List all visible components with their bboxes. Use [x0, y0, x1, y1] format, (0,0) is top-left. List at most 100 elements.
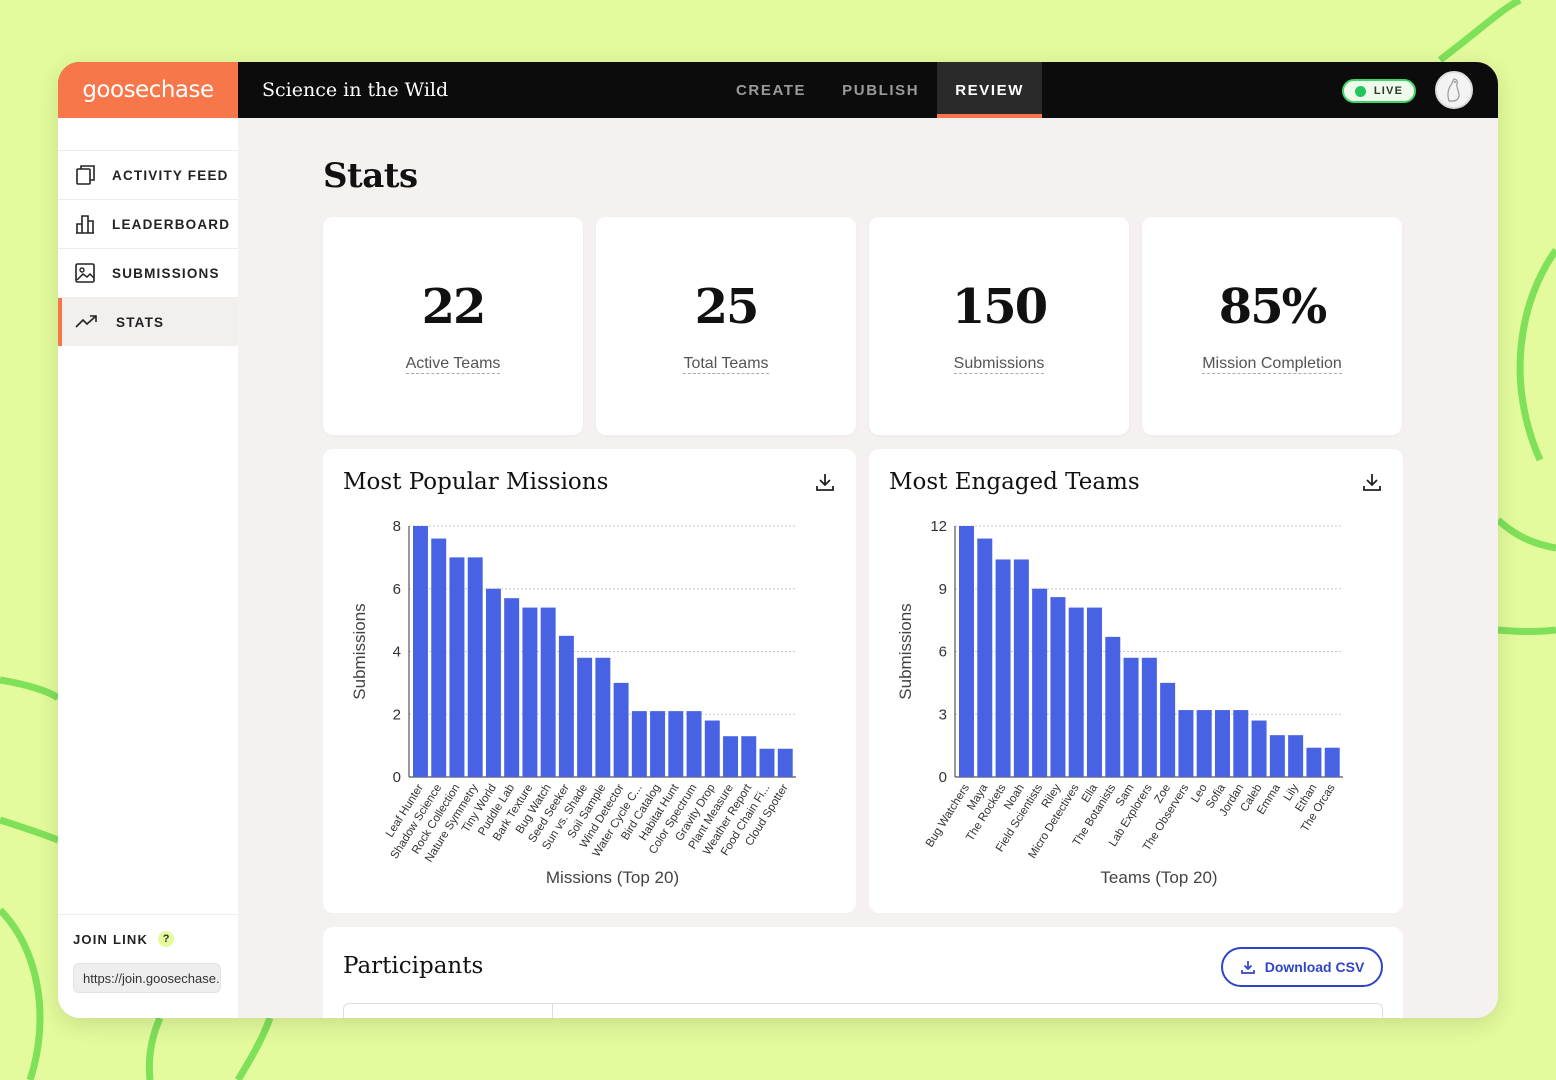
chart-card-missions: 0 2 4 6 8 Leaf Hunter Shadow Science Rock Colle… [323, 449, 856, 913]
bar [650, 711, 666, 777]
stat-card-submissions: 150 Submissions [869, 217, 1129, 435]
y-tick-label: 6 [393, 581, 401, 598]
download-icon[interactable] [1361, 471, 1383, 493]
activity-feed-icon [76, 165, 95, 185]
bar [723, 736, 739, 777]
join-link-section: JOIN LINK ? https://join.goosechase.com [58, 914, 238, 1009]
stat-label-wrap: Active Teams [323, 355, 583, 374]
chart-title: Most Engaged Teams [889, 469, 1140, 495]
bar [1032, 588, 1048, 777]
download-icon [1240, 961, 1255, 974]
bar [686, 711, 702, 777]
sidebar-item-label: STATS [116, 314, 165, 330]
bar [1050, 597, 1066, 777]
x-axis-label: Missions (Top 20) [546, 868, 679, 887]
leaderboard-icon [76, 215, 94, 234]
bar [577, 657, 593, 777]
participants-table [343, 1003, 1383, 1018]
y-axis-label: Submissions [350, 603, 369, 699]
bar [1160, 682, 1176, 777]
y-tick-label: 4 [393, 644, 401, 661]
stat-label[interactable]: Active Teams [405, 355, 501, 374]
bar [595, 657, 611, 777]
stat-value: 150 [951, 279, 1048, 335]
bar [431, 538, 447, 777]
stat-label[interactable]: Total Teams [683, 355, 769, 374]
bar [1178, 710, 1194, 777]
logo[interactable]: goosechase [58, 62, 238, 118]
image-icon [75, 263, 95, 283]
join-link-title: JOIN LINK [73, 931, 149, 947]
download-csv-button[interactable]: Download CSV [1221, 947, 1383, 987]
stat-label-wrap: Mission Completion [1142, 355, 1402, 374]
sidebar-item-label: LEADERBOARD [112, 216, 231, 232]
bar [522, 607, 538, 777]
y-tick-label: 0 [393, 769, 401, 786]
goose-avatar-icon [1447, 78, 1460, 102]
bar [777, 748, 793, 777]
x-tick-label: Bug Watchers [924, 782, 972, 849]
bar [668, 711, 684, 777]
bar [759, 748, 775, 777]
bar [1269, 735, 1285, 777]
live-label: LIVE [1373, 85, 1404, 97]
join-link-field[interactable]: https://join.goosechase.com [73, 963, 221, 993]
bar [540, 607, 556, 777]
sidebar-item-stats[interactable]: STATS [58, 297, 238, 346]
table-column-divider [552, 1004, 553, 1018]
bar [504, 598, 520, 777]
bar [1087, 607, 1102, 777]
sidebar-item-label: SUBMISSIONS [112, 265, 220, 281]
trend-icon [75, 315, 97, 328]
stat-card-mission-completion: 85% Mission Completion [1142, 217, 1402, 435]
sidebar: ACTIVITY FEED LEADERBOARD SUBMISSIONS [58, 118, 238, 1018]
bar [741, 736, 757, 777]
tab-create[interactable]: CREATE [736, 81, 807, 99]
participants-title: Participants [343, 953, 484, 979]
game-title: Science in the Wild [262, 79, 449, 101]
main-nav: CREATE PUBLISH REVIEW [718, 62, 1042, 118]
bar [1215, 710, 1230, 777]
bar [704, 720, 720, 777]
y-tick-label: 3 [939, 706, 947, 723]
x-axis-label: Teams (Top 20) [1100, 868, 1217, 887]
chart-card-teams: 0 3 6 9 12 Bug Watchers Maya The Rockets Noah Fie… [869, 449, 1403, 913]
bar [631, 711, 647, 777]
download-csv-label: Download CSV [1264, 959, 1365, 975]
y-axis-label: Submissions [896, 603, 915, 699]
tab-publish[interactable]: PUBLISH [842, 81, 920, 99]
bar [449, 557, 465, 777]
sidebar-item-activity-feed[interactable]: ACTIVITY FEED [58, 150, 238, 199]
bar [1324, 747, 1340, 777]
bar [1141, 657, 1157, 777]
bar [1196, 710, 1212, 777]
bar [1068, 607, 1084, 777]
bar [413, 526, 428, 777]
avatar[interactable] [1435, 71, 1473, 109]
help-icon[interactable]: ? [158, 931, 175, 947]
bar [1013, 559, 1029, 777]
bar [558, 635, 574, 777]
stat-card-total-teams: 25 Total Teams [596, 217, 856, 435]
stat-label[interactable]: Submissions [953, 355, 1045, 374]
y-tick-label: 0 [939, 769, 947, 786]
sidebar-nav: ACTIVITY FEED LEADERBOARD SUBMISSIONS [58, 150, 238, 346]
y-tick-label: 2 [393, 706, 401, 723]
sidebar-item-leaderboard[interactable]: LEADERBOARD [58, 199, 238, 248]
live-dot-icon [1354, 85, 1366, 97]
stat-value: 25 [694, 279, 760, 335]
download-icon[interactable] [814, 471, 836, 493]
sidebar-item-submissions[interactable]: SUBMISSIONS [58, 248, 238, 297]
bar [1306, 747, 1322, 777]
y-tick-label: 8 [393, 518, 401, 535]
bar [1288, 735, 1304, 777]
tab-review[interactable]: REVIEW [937, 62, 1042, 118]
live-status-badge[interactable]: LIVE [1342, 79, 1416, 103]
main-content: Stats 22 Active Teams 25 Total Teams 150… [238, 118, 1498, 1018]
stat-label[interactable]: Mission Completion [1202, 355, 1342, 374]
y-tick-label: 12 [930, 518, 947, 535]
bar [1233, 710, 1249, 777]
bar [467, 557, 483, 777]
